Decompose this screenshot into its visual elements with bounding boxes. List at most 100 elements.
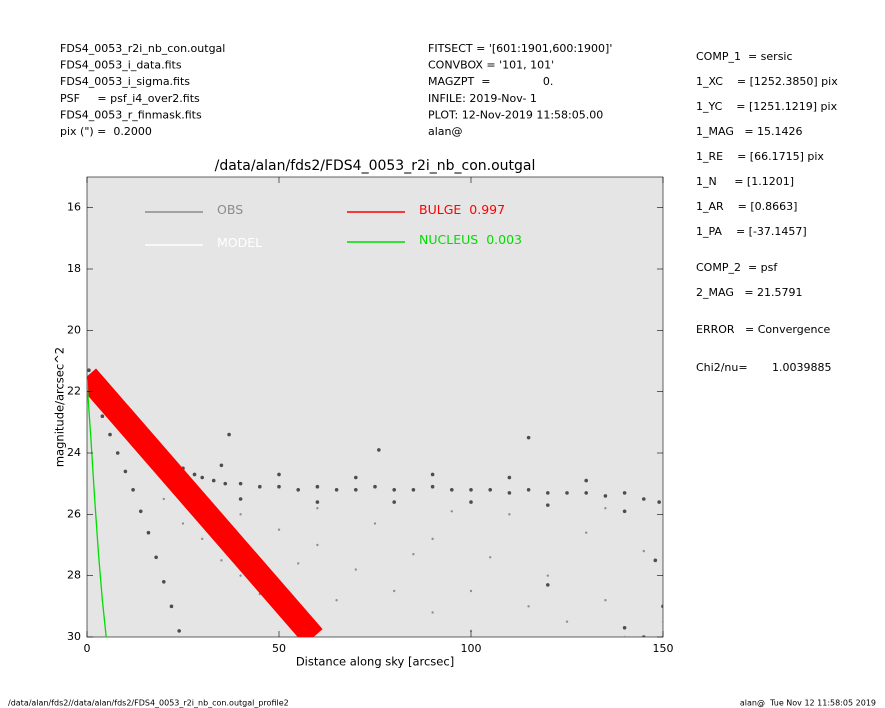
data-point bbox=[450, 488, 454, 492]
data-point bbox=[219, 463, 224, 468]
header-left-line: FDS4_0053_i_data.fits bbox=[60, 59, 182, 72]
data-point bbox=[392, 500, 397, 504]
data-point bbox=[335, 599, 338, 602]
data-point bbox=[354, 488, 358, 492]
fit-parameter: COMP_2 = psf bbox=[696, 261, 778, 274]
data-point bbox=[431, 537, 434, 541]
data-point bbox=[430, 484, 435, 489]
data-point bbox=[239, 513, 242, 516]
y-tick-label: 26 bbox=[67, 507, 81, 520]
data-point bbox=[181, 522, 185, 525]
data-point bbox=[296, 488, 301, 492]
fit-parameter: 1_N = [1.1201] bbox=[696, 175, 794, 188]
legend-name: NUCLEUS bbox=[419, 232, 478, 247]
legend-label: OBS bbox=[217, 202, 243, 217]
legend-fraction: 0.003 bbox=[486, 232, 522, 247]
data-point bbox=[642, 497, 646, 501]
data-point bbox=[546, 583, 550, 587]
data-point bbox=[239, 574, 242, 577]
plot-background bbox=[86, 176, 664, 638]
y-tick-label: 20 bbox=[67, 323, 81, 336]
footer-left: /data/alan/fds2//data/alan/fds2/FDS4_005… bbox=[8, 699, 289, 708]
data-point bbox=[315, 484, 320, 489]
fit-parameter: 1_YC = [1251.1219] pix bbox=[696, 100, 838, 113]
legend-name: MODEL bbox=[217, 235, 262, 250]
data-point bbox=[508, 513, 511, 516]
fit-parameter: 1_AR = [0.8663] bbox=[696, 200, 797, 213]
data-point bbox=[220, 559, 223, 562]
fit-parameter: 2_MAG = 21.5791 bbox=[696, 286, 803, 299]
data-point bbox=[546, 574, 549, 577]
data-point bbox=[469, 629, 473, 633]
data-point bbox=[661, 620, 663, 623]
bulge-band bbox=[87, 368, 323, 637]
fit-parameter: 1_RE = [66.1715] pix bbox=[696, 150, 824, 163]
data-point bbox=[546, 503, 550, 507]
data-point bbox=[223, 481, 228, 486]
header-left-line: FDS4_0053_r2i_nb_con.outgal bbox=[60, 42, 225, 55]
data-point bbox=[316, 543, 319, 547]
data-point bbox=[430, 472, 435, 477]
data-point bbox=[565, 491, 569, 495]
y-tick-label: 16 bbox=[67, 201, 81, 214]
data-point bbox=[392, 488, 397, 492]
data-point bbox=[238, 497, 243, 501]
y-tick-label: 22 bbox=[67, 385, 81, 398]
data-point bbox=[489, 556, 492, 559]
data-point bbox=[354, 475, 358, 480]
legend-label: MODEL bbox=[217, 235, 262, 250]
data-point bbox=[642, 549, 645, 553]
data-point bbox=[546, 491, 550, 495]
legend-fraction: 0.997 bbox=[469, 202, 505, 217]
data-point bbox=[277, 484, 281, 489]
data-point bbox=[169, 604, 174, 609]
header-left-line: FDS4_0053_i_sigma.fits bbox=[60, 75, 190, 88]
data-point bbox=[373, 522, 377, 525]
x-tick-label: 50 bbox=[272, 642, 286, 655]
x-axis-label: Distance along sky [arcsec] bbox=[296, 655, 454, 669]
data-point bbox=[277, 472, 281, 477]
data-point bbox=[192, 472, 197, 477]
y-tick-label: 28 bbox=[67, 569, 81, 582]
header-left-line: PSF = psf_i4_over2.fits bbox=[60, 92, 200, 105]
chart-title: /data/alan/fds2/FDS4_0053_r2i_nb_con.out… bbox=[215, 158, 536, 174]
x-tick-label: 0 bbox=[84, 642, 91, 655]
data-point bbox=[211, 478, 216, 483]
data-point bbox=[469, 500, 473, 504]
data-point bbox=[354, 568, 357, 571]
data-point bbox=[469, 589, 473, 593]
data-point bbox=[431, 611, 434, 614]
data-point bbox=[603, 494, 608, 498]
plot-area bbox=[87, 368, 663, 637]
data-point bbox=[527, 605, 530, 608]
data-point bbox=[227, 432, 231, 437]
y-tick-label: 24 bbox=[67, 446, 81, 459]
data-point bbox=[469, 488, 473, 492]
data-point bbox=[316, 507, 319, 510]
fit-parameter: 1_XC = [1252.3850] pix bbox=[696, 75, 838, 88]
data-point bbox=[258, 484, 262, 489]
fit-parameter: ERROR = Convergence bbox=[696, 323, 830, 336]
data-point bbox=[604, 507, 607, 510]
header-middle-line: FITSECT = '[601:1901,600:1900]' bbox=[428, 42, 612, 55]
data-point bbox=[131, 488, 135, 492]
data-point bbox=[315, 500, 320, 504]
data-point bbox=[373, 484, 377, 489]
data-point bbox=[238, 481, 243, 486]
data-point bbox=[604, 599, 607, 602]
data-point bbox=[507, 491, 512, 495]
data-point bbox=[177, 629, 181, 633]
data-point bbox=[162, 497, 165, 501]
x-tick-label: 150 bbox=[653, 642, 674, 655]
data-point bbox=[642, 635, 646, 637]
data-point bbox=[623, 635, 626, 637]
header-middle-line: CONVBOX = '101, 101' bbox=[428, 59, 554, 72]
data-point bbox=[622, 626, 627, 630]
header-left-line: FDS4_0053_r_finmask.fits bbox=[60, 108, 202, 121]
data-point bbox=[200, 475, 204, 480]
fit-parameter: 1_PA = [-37.1457] bbox=[696, 225, 807, 238]
data-point bbox=[87, 368, 91, 373]
data-point bbox=[622, 491, 627, 495]
legend-name: OBS bbox=[217, 202, 243, 217]
